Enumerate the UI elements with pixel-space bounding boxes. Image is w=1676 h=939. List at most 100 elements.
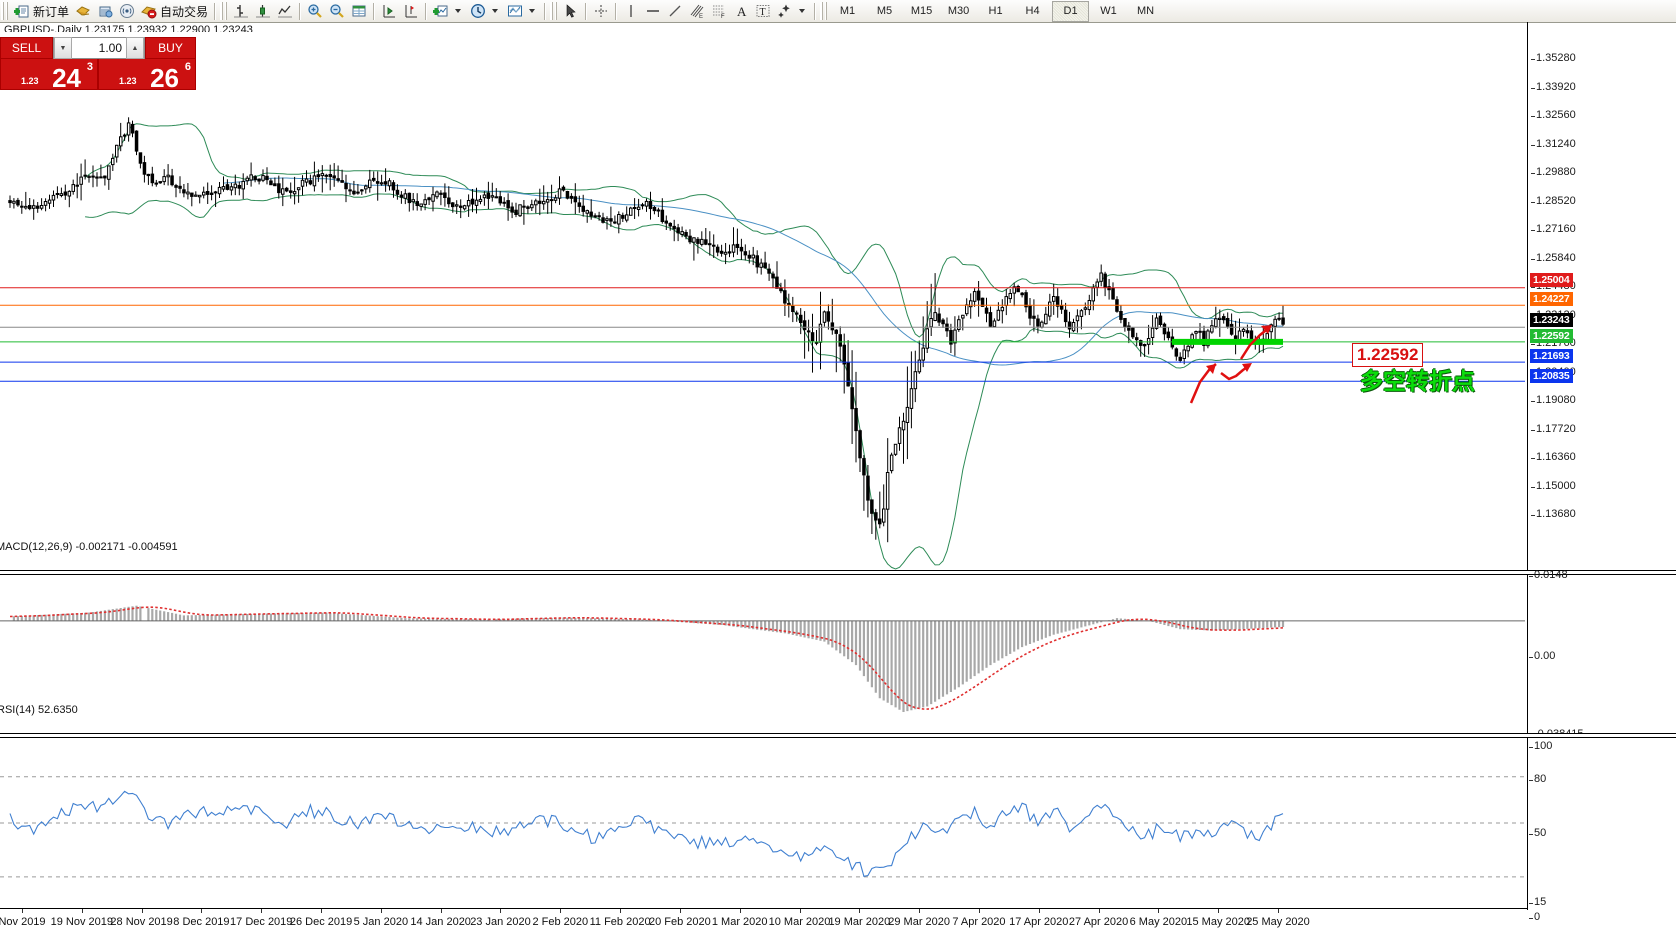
zoom-out-button[interactable]	[326, 1, 348, 21]
price-level-tag-5[interactable]: 1.20835	[1530, 369, 1573, 383]
toolbar-grip-2[interactable]	[220, 2, 229, 20]
text-label-button[interactable]: T	[752, 1, 774, 21]
toolbar-divider-6	[585, 2, 588, 20]
timeframe-h1-button[interactable]: H1	[988, 5, 1003, 17]
buy-price-prefix: 1.23	[119, 76, 137, 86]
date-label-9: 2 Feb 2020	[532, 916, 589, 928]
timeframe-m5-button[interactable]: M5	[876, 5, 893, 17]
chart-shift-icon	[403, 3, 419, 19]
volume-increase-button[interactable]: ▲	[126, 37, 144, 59]
price-level-tag-0[interactable]: 1.25004	[1530, 273, 1573, 287]
sell-price-fraction: 3	[86, 61, 93, 73]
add-indicator-icon	[433, 3, 449, 19]
vertical-line-button[interactable]	[620, 1, 642, 21]
data-window-button[interactable]	[94, 1, 116, 21]
date-tick-5	[321, 909, 323, 913]
date-tick-10	[620, 909, 622, 913]
rsi-panel[interactable]	[0, 738, 1525, 908]
price-level-tag-2[interactable]: 1.23243	[1530, 313, 1573, 327]
price-tick-5: 1.28520	[1531, 194, 1576, 207]
date-tick-7	[440, 909, 442, 913]
price-tick-3: 1.31240	[1531, 137, 1576, 150]
buy-price-display[interactable]: 1.23 26 6	[98, 59, 196, 93]
volume-decrease-button[interactable]: ▼	[54, 37, 72, 59]
price-tick-14: 1.16360	[1531, 451, 1576, 463]
price-level-tag-3[interactable]: 1.22592	[1530, 329, 1573, 343]
chart-shift-button[interactable]	[400, 1, 422, 21]
date-label-2: 28 Nov 2019	[110, 916, 173, 928]
toolbar-divider-5	[544, 2, 547, 20]
timeframe-h4-button[interactable]: H4	[1025, 5, 1040, 17]
date-label-0: Nov 2019	[0, 916, 46, 928]
date-label-1: 19 Nov 2019	[50, 916, 113, 928]
svg-text:F: F	[721, 14, 725, 19]
chevron-down-icon-2[interactable]	[492, 9, 499, 13]
one-click-trading-panel[interactable]: SELL ▼ 1.00 ▲ BUY 1.23 24 3 1.23 26 6	[0, 37, 196, 93]
zoom-in-button[interactable]	[304, 1, 326, 21]
date-label-16: 7 Apr 2020	[952, 916, 1006, 928]
trendline-button[interactable]	[664, 1, 686, 21]
rsi-separator[interactable]	[0, 733, 1676, 738]
cursor-button[interactable]	[560, 1, 582, 21]
macd-axis-line	[1527, 575, 1528, 735]
date-tick-1	[81, 909, 83, 913]
new-order-label: 新订单	[33, 4, 70, 19]
bar-chart-button[interactable]	[230, 1, 252, 21]
price-tick-13: 1.17720	[1531, 422, 1576, 435]
macd-panel[interactable]	[0, 575, 1525, 735]
periods-button[interactable]	[467, 1, 504, 21]
date-tick-3	[201, 909, 203, 913]
timeframe-w1-button[interactable]: W1	[1100, 5, 1117, 17]
toolbar-grip-4[interactable]	[820, 2, 829, 20]
date-tick-18	[1098, 909, 1100, 913]
shapes-button[interactable]	[774, 1, 811, 21]
rsi-tick-3: 15	[1528, 896, 1547, 908]
timeframe-m30-button[interactable]: M30	[947, 5, 970, 17]
expert-advisor-button[interactable]	[72, 1, 94, 21]
shapes-icon	[777, 3, 793, 19]
macd-separator[interactable]	[0, 570, 1676, 575]
equidistant-channel-button[interactable]: E	[686, 1, 708, 21]
timeframe-m1-button[interactable]: M1	[839, 5, 856, 17]
volume-field[interactable]: ▼ 1.00 ▲	[53, 37, 145, 59]
volume-value[interactable]: 1.00	[98, 41, 122, 55]
toolbar-divider-7	[615, 2, 618, 20]
line-chart-button[interactable]	[274, 1, 296, 21]
signals-button[interactable]	[116, 1, 138, 21]
sell-price-display[interactable]: 1.23 24 3	[0, 59, 98, 91]
timeframe-mn-button[interactable]: MN	[1136, 5, 1155, 17]
add-indicator-button[interactable]	[430, 1, 467, 21]
text-button[interactable]: A	[730, 1, 752, 21]
buy-button[interactable]: BUY	[145, 37, 196, 59]
new-order-button[interactable]: 新订单	[11, 1, 72, 21]
fibonacci-icon: F	[711, 3, 727, 20]
chevron-down-icon[interactable]	[455, 9, 462, 13]
auto-trading-button[interactable]: 自动交易	[138, 1, 211, 21]
chinese-note-annotation: 多空转折点	[1360, 368, 1475, 394]
timeframe-m15-button[interactable]: M15	[910, 5, 933, 17]
price-level-tag-1[interactable]: 1.24227	[1530, 292, 1573, 306]
toolbar-grip[interactable]	[1, 2, 9, 20]
chevron-down-icon-3[interactable]	[529, 9, 536, 13]
horizontal-line-button[interactable]	[642, 1, 664, 21]
chevron-down-icon-4[interactable]	[799, 9, 806, 13]
crosshair-button[interactable]	[590, 1, 612, 21]
price-tick-15: 1.15000	[1531, 479, 1576, 492]
sell-button[interactable]: SELL	[0, 37, 53, 59]
data-grid-button[interactable]	[348, 1, 370, 21]
timeframe-d1-button[interactable]: D1	[1052, 0, 1090, 22]
date-label-17: 17 Apr 2020	[1009, 916, 1069, 928]
price-tick-4: 1.29880	[1531, 166, 1576, 178]
date-tick-19	[1158, 909, 1160, 913]
date-tick-0	[22, 909, 23, 913]
date-tick-14	[859, 909, 861, 913]
price-level-tag-4[interactable]: 1.21693	[1530, 349, 1573, 363]
auto-scroll-button[interactable]	[378, 1, 400, 21]
templates-button[interactable]	[504, 1, 541, 21]
candlestick-chart-button[interactable]	[252, 1, 274, 21]
fibonacci-button[interactable]: F	[708, 1, 730, 21]
buy-price-main: 26	[150, 63, 179, 93]
toolbar-grip-3[interactable]	[550, 2, 559, 20]
price-tick-12: 1.19080	[1531, 394, 1576, 406]
price-chart-panel[interactable]	[0, 32, 1525, 572]
